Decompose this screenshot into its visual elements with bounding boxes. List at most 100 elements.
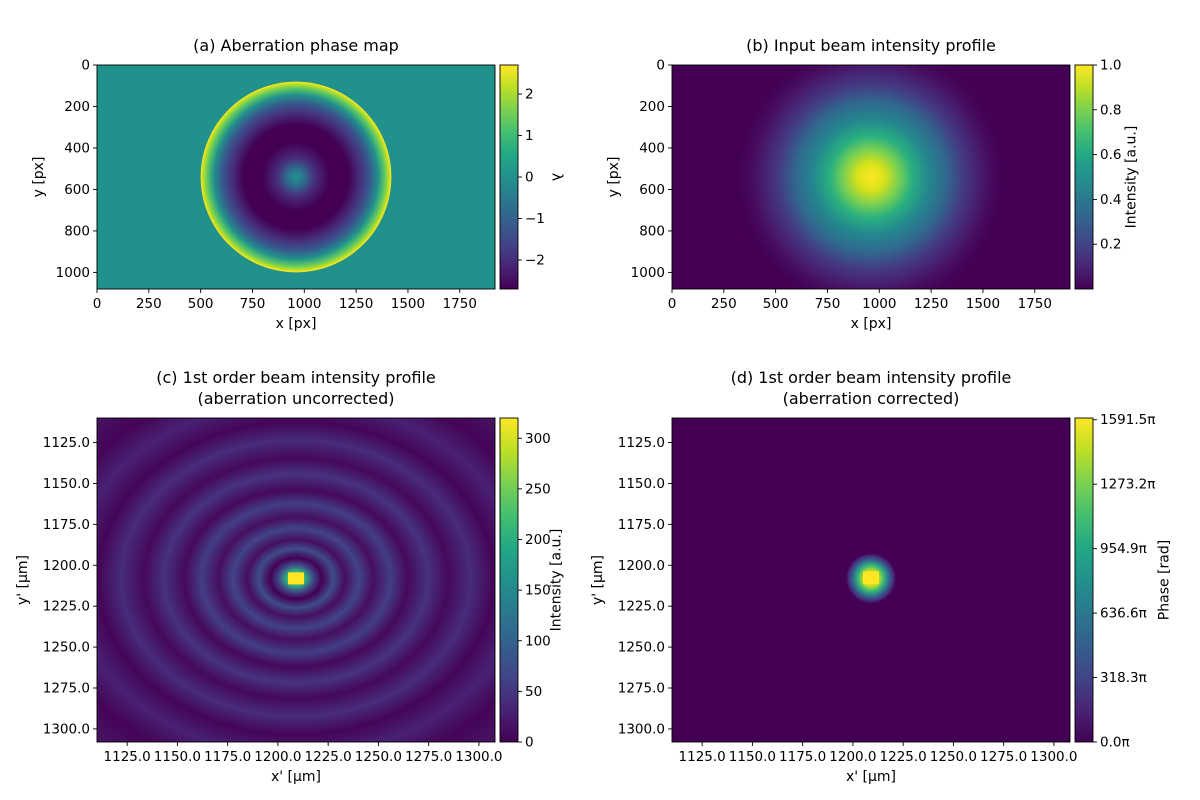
panel-title: (b) Input beam intensity profile [746,36,996,55]
y-tick-label: 1250.0 [43,640,90,656]
colorbar-tick-label: 0.0π [1100,735,1130,751]
colorbar-gradient [499,64,519,290]
colorbar-tick-label: 0.6 [1100,147,1121,163]
y-tick-label: 1000 [631,265,665,281]
y-tick-label: 0 [81,58,90,74]
x-tick-label: 1275.0 [405,749,452,765]
y-tick-label: 1300.0 [43,721,90,737]
x-tick-label: 250 [136,296,162,312]
y-tick-label: 800 [639,223,665,239]
y-tick-label: 1175.0 [43,517,90,533]
x-tick-label: 250 [711,296,737,312]
colorbar-tick-label: −1 [525,211,545,227]
peak-pixel [863,571,879,585]
panel-title: (c) 1st order beam intensity profile [156,368,435,387]
y-tick-label: 0 [656,58,665,74]
x-tick-label: 1200.0 [829,749,876,765]
x-tick-label: 1150.0 [729,749,776,765]
heatmap-image [97,65,495,289]
x-axis-label: x [px] [851,316,892,332]
y-tick-label: 1200.0 [618,558,665,574]
colorbar-tick-label: 150 [525,583,551,599]
y-tick-label: 200 [64,99,90,115]
x-tick-label: 0 [668,296,677,312]
x-tick-label: 1000 [287,296,321,312]
x-tick-label: 1125.0 [679,749,726,765]
y-tick-label: 400 [639,140,665,156]
y-axis-label: y [px] [31,157,47,198]
colorbar-label: Intensity [a.u.] [549,529,565,632]
colorbar-tick-label: 954.9π [1100,541,1147,557]
axes-frame [671,64,1071,290]
x-tick-label: 1500 [391,296,425,312]
colorbar-gradient [1074,64,1094,290]
colorbar: 0.0π 318.3π 636.6π 954.9π 1273.2π 1591.5π Phas… [1074,412,1172,751]
panel-a: 0 250 500 750 1000 1250 1500 1750 0 200 400 600 800 1… [31,36,564,332]
x-tick-label: 1250 [914,296,948,312]
colorbar-gradient [1074,417,1094,743]
panel-title: (d) 1st order beam intensity profile [731,368,1012,387]
colorbar: 0.2 0.4 0.6 0.8 1.0 Intensity [a.u.] [1074,58,1140,290]
y-tick-label: 1275.0 [618,681,665,697]
panel-title: (a) Aberration phase map [193,36,399,55]
panel-c: 1125.0 1150.0 1175.0 1200.0 1225.0 1250.0 1275… [15,368,565,785]
x-tick-label: 1250 [339,296,373,312]
colorbar-label: Intensity [a.u.] [1124,126,1140,229]
x-tick-label: 1500 [966,296,1000,312]
x-tick-label: 1000 [862,296,896,312]
x-axis-label: x' [µm] [271,769,321,785]
x-tick-label: 500 [188,296,214,312]
x-tick-label: 750 [240,296,266,312]
y-tick-label: 1300.0 [618,721,665,737]
y-tick-label: 200 [639,99,665,115]
colorbar-tick-label: 1.0 [1100,58,1121,74]
x-axis-label: x [px] [276,316,317,332]
gaussian-beam [734,65,1008,289]
x-tick-label: 1125.0 [104,749,151,765]
x-tick-label: 1250.0 [930,749,977,765]
colorbar-tick-label: 0.8 [1100,102,1121,118]
colorbar-label: Phase [rad] [1156,540,1172,620]
colorbar-tick-label: 0 [525,735,534,751]
colorbar-tick-label: 0.4 [1100,192,1121,208]
colorbar-label: λ [548,173,564,181]
y-tick-label: 400 [64,140,90,156]
y-tick-label: 1125.0 [43,435,90,451]
x-tick-label: 1175.0 [204,749,251,765]
axes-frame [671,417,1071,743]
colorbar-tick-label: −2 [525,252,545,268]
x-tick-label: 1250.0 [355,749,402,765]
panel-d: 1125.0 1150.0 1175.0 1200.0 1225.0 1250.0 1275… [590,368,1172,785]
y-axis-label: y' [µm] [15,555,31,605]
colorbar-tick-label: 1273.2π [1100,477,1155,493]
y-tick-label: 1125.0 [618,435,665,451]
y-tick-label: 800 [64,223,90,239]
colorbar-tick-label: 200 [525,532,551,548]
y-axis-label: y [px] [606,157,622,198]
x-tick-label: 1175.0 [779,749,826,765]
panel-subtitle: (aberration uncorrected) [197,389,394,408]
panel-b: 0 250 500 750 1000 1250 1500 1750 0 200 400 600 800 1… [606,36,1140,332]
y-tick-label: 1250.0 [618,640,665,656]
y-tick-label: 1275.0 [43,681,90,697]
y-tick-label: 1225.0 [618,599,665,615]
y-tick-label: 600 [64,182,90,198]
colorbar-tick-label: 318.3π [1100,670,1147,686]
y-tick-label: 1225.0 [43,599,90,615]
x-tick-label: 1300.0 [1030,749,1077,765]
x-tick-label: 500 [763,296,789,312]
x-tick-label: 1750 [443,296,477,312]
x-tick-label: 0 [93,296,102,312]
colorbar-tick-label: 300 [525,431,551,447]
x-tick-label: 1750 [1018,296,1052,312]
y-tick-label: 600 [639,182,665,198]
peak-pixel [288,572,304,585]
colorbar-tick-label: 0.2 [1100,237,1121,253]
pupil-phase-disk [200,81,392,273]
y-axis-label: y' [µm] [590,555,606,605]
x-axis-label: x' [µm] [846,769,896,785]
x-tick-label: 1225.0 [305,749,352,765]
x-tick-label: 1150.0 [154,749,201,765]
heatmap-image [672,418,1070,742]
